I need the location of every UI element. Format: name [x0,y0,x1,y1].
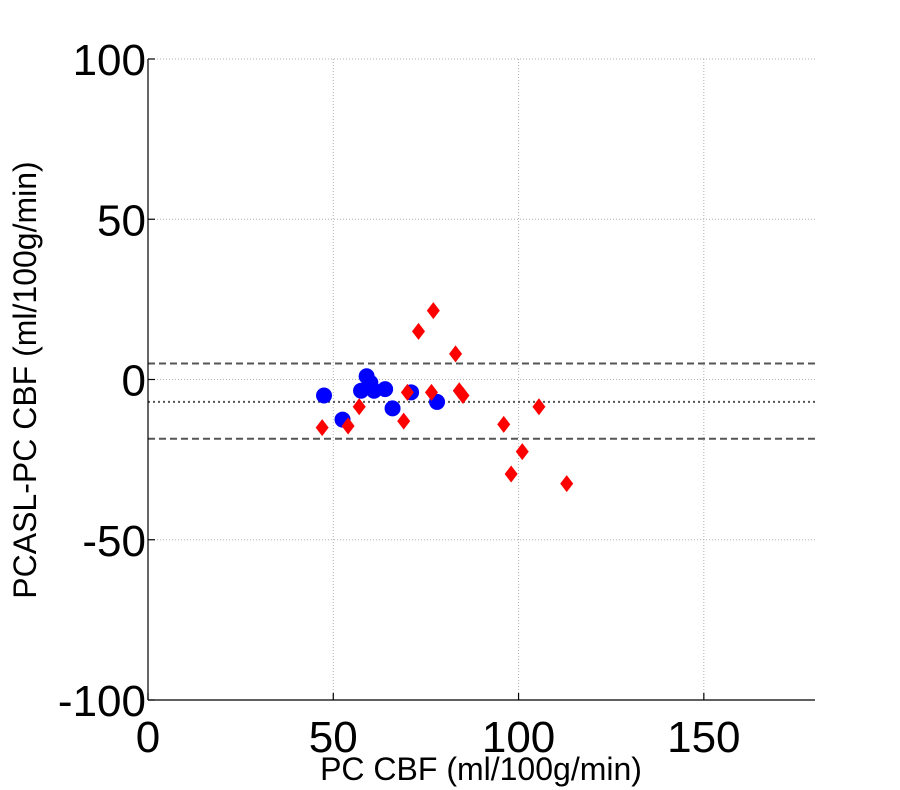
data-points [315,302,574,493]
data-point-diamond [560,475,574,493]
x-axis-label: PC CBF (ml/100g/min) [320,751,642,787]
data-point-diamond [412,322,426,340]
data-point-circle [377,381,394,398]
data-point-diamond [397,412,411,430]
data-point-diamond [424,383,438,401]
data-point-diamond [400,383,414,401]
x-tick-label: 150 [667,713,740,762]
x-tick-label: 100 [482,713,555,762]
y-tick-label: 0 [122,357,146,406]
axes [147,58,815,701]
data-point-diamond [504,465,518,483]
data-point-diamond [497,415,511,433]
data-point-circle [384,400,401,417]
data-point-circle [316,387,333,404]
x-tick-label: 50 [309,713,358,762]
tick-labels: 0 50 100 150 -100 -50 0 50 100 [58,36,741,762]
data-point-diamond [315,419,329,437]
y-axis-label: PCASL-PC CBF (ml/100g/min) [7,161,43,598]
grid-lines [148,58,815,700]
y-tick-label: -100 [58,677,146,726]
data-point-diamond [532,398,546,416]
x-tick-label: 0 [136,713,160,762]
data-point-diamond [456,387,470,405]
data-point-diamond [449,345,463,363]
data-point-diamond [352,398,366,416]
y-tick-label: 50 [97,196,146,245]
y-tick-label: 100 [73,36,146,85]
data-point-diamond [515,443,529,461]
data-point-diamond [426,302,440,320]
y-tick-label: -50 [82,517,146,566]
data-point-diamond [341,417,355,435]
reference-lines [148,362,815,440]
